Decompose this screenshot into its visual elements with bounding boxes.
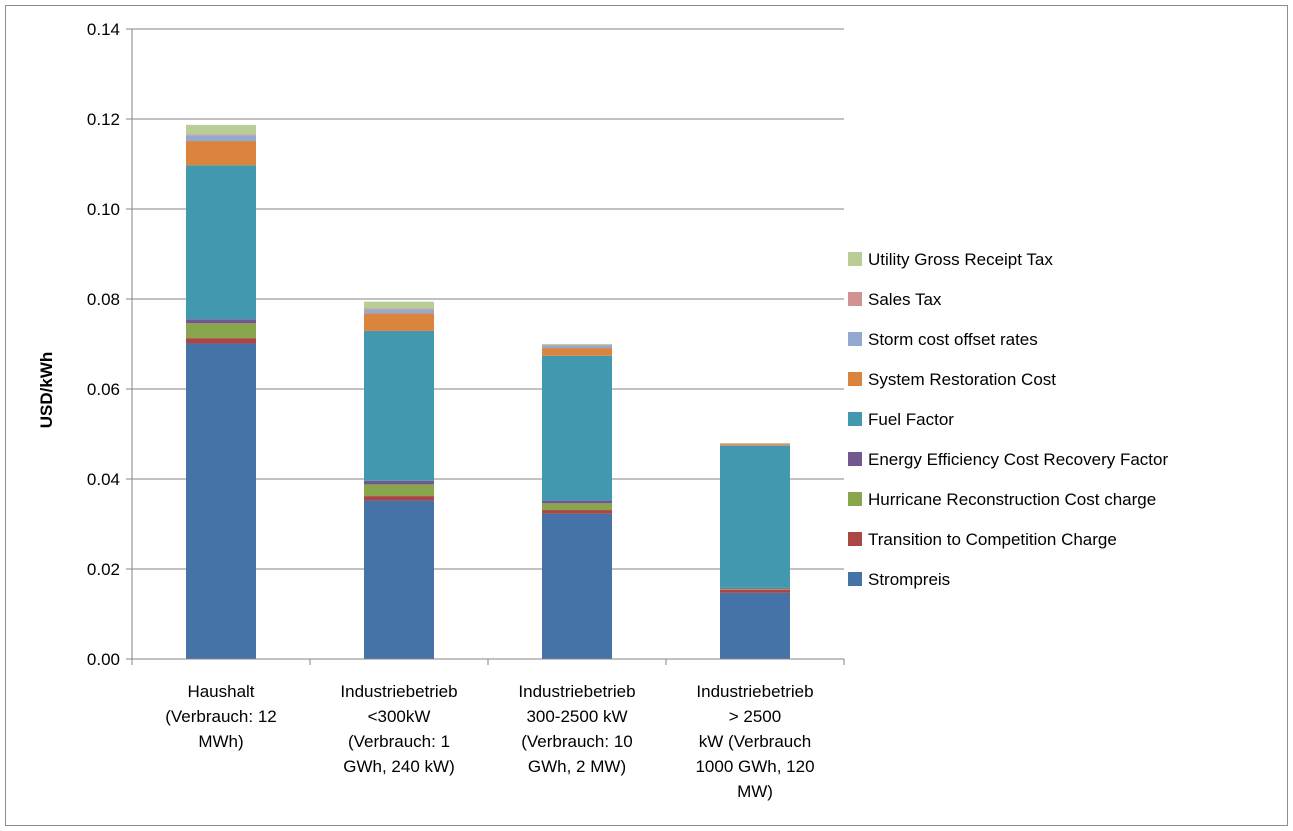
- legend-label: Hurricane Reconstruction Cost charge: [868, 490, 1156, 509]
- bar-segment: [186, 135, 256, 142]
- axes: [126, 28, 845, 665]
- bar-segment: [364, 500, 434, 659]
- legend-swatch: [848, 492, 862, 506]
- y-tick-label: 0.08: [87, 290, 120, 309]
- legend-swatch: [848, 372, 862, 386]
- bar-segment: [542, 345, 612, 349]
- x-category-labels: Haushalt (Verbrauch: 12 MWh) Industriebetri…: [165, 682, 814, 801]
- y-tick-label: 0.04: [87, 470, 120, 489]
- bar-segment: [542, 355, 612, 501]
- bar-segment: [720, 587, 790, 589]
- bar-segment: [542, 500, 612, 504]
- bar-segment: [720, 588, 790, 590]
- bar-segment: [186, 323, 256, 339]
- legend-label: Storm cost offset rates: [868, 330, 1038, 349]
- bar-segment: [542, 510, 612, 514]
- bar-segment: [364, 308, 434, 310]
- bar-segment: [542, 348, 612, 356]
- legend-swatch: [848, 332, 862, 346]
- bar-segment: [364, 313, 434, 331]
- y-tick-label: 0.14: [87, 20, 120, 39]
- bar-segment: [364, 330, 434, 481]
- y-tick-label: 0.02: [87, 560, 120, 579]
- bar-segment: [364, 301, 434, 309]
- legend-swatch: [848, 412, 862, 426]
- bar-segment: [186, 141, 256, 166]
- bar-segment: [186, 134, 256, 136]
- bar-segment: [364, 480, 434, 485]
- bar-segment: [720, 445, 790, 588]
- legend-label: System Restoration Cost: [868, 370, 1056, 389]
- legend-label: Strompreis: [868, 570, 950, 589]
- bar-segment: [186, 124, 256, 135]
- x-category-label: Industriebetrieb 300-2500 kW (Verbrauch: 1…: [518, 682, 635, 776]
- y-tick-label: 0.06: [87, 380, 120, 399]
- y-axis-title: USD/kWh: [37, 352, 56, 429]
- y-tick-label: 0.12: [87, 110, 120, 129]
- legend-label: Transition to Competition Charge: [868, 530, 1117, 549]
- legend: Utility Gross Receipt Tax Sales Tax Storm …: [848, 250, 1168, 589]
- bar-segment: [720, 444, 790, 446]
- bar-segment: [542, 513, 612, 659]
- bar-segment: [720, 589, 790, 593]
- legend-swatch: [848, 572, 862, 586]
- x-category-label: Industriebetrieb > 2500 kW (Verbrauch 1000 …: [695, 682, 814, 801]
- legend-label: Energy Efficiency Cost Recovery Factor: [868, 450, 1168, 469]
- bars: [186, 124, 790, 659]
- legend-swatch: [848, 532, 862, 546]
- bar-segment: [186, 343, 256, 659]
- bar-segment: [186, 165, 256, 320]
- legend-label: Sales Tax: [868, 290, 942, 309]
- bar-segment: [364, 496, 434, 501]
- x-category-label: Haushalt (Verbrauch: 12 MWh): [165, 682, 277, 751]
- legend-label: Fuel Factor: [868, 410, 954, 429]
- bar-segment: [364, 484, 434, 497]
- bar-segment: [186, 338, 256, 344]
- legend-swatch: [848, 452, 862, 466]
- bar-segment: [542, 344, 612, 345]
- bar-segment: [542, 503, 612, 511]
- y-tick-label: 0.10: [87, 200, 120, 219]
- x-category-label: Industriebetrieb <300kW (Verbrauch: 1 GWh, …: [340, 682, 457, 776]
- bar-segment: [364, 309, 434, 314]
- y-tick-labels: 0.00 0.02 0.04 0.06 0.08 0.10 0.12 0.14: [87, 20, 120, 669]
- legend-swatch: [848, 252, 862, 266]
- legend-label: Utility Gross Receipt Tax: [868, 250, 1053, 269]
- legend-swatch: [848, 292, 862, 306]
- y-tick-label: 0.00: [87, 650, 120, 669]
- bar-segment: [720, 592, 790, 659]
- bar-segment: [186, 319, 256, 324]
